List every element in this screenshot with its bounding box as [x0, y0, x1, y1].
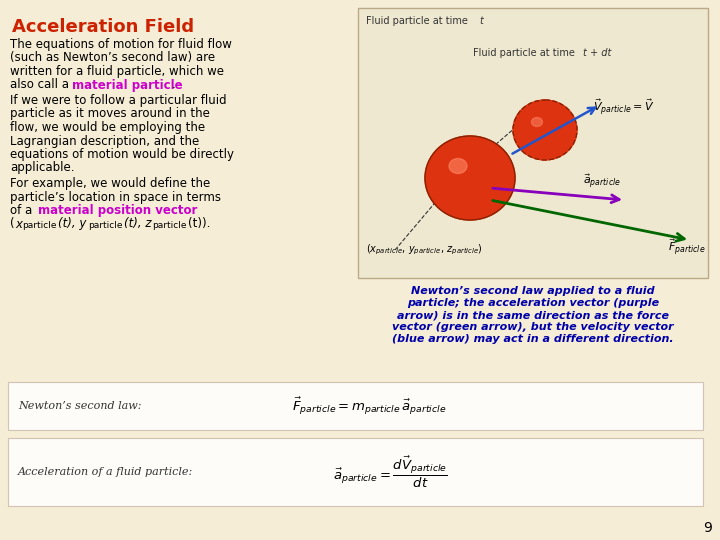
Text: Acceleration of a fluid particle:: Acceleration of a fluid particle: [18, 467, 193, 477]
Text: (t)).: (t)). [188, 218, 210, 231]
Text: applicable.: applicable. [10, 161, 74, 174]
Text: equations of motion would be directly: equations of motion would be directly [10, 148, 234, 161]
Text: particle’s location in space in terms: particle’s location in space in terms [10, 191, 221, 204]
FancyBboxPatch shape [8, 382, 703, 430]
Text: (blue arrow) may act in a different direction.: (blue arrow) may act in a different dire… [392, 334, 674, 344]
Text: $\vec{F}_{particle}$: $\vec{F}_{particle}$ [668, 238, 706, 258]
Text: particle as it moves around in the: particle as it moves around in the [10, 107, 210, 120]
Text: also call a: also call a [10, 78, 73, 91]
Text: (: ( [10, 218, 14, 231]
Text: material particle: material particle [72, 78, 183, 91]
Text: .: . [172, 78, 176, 91]
Text: Fluid particle at time: Fluid particle at time [366, 16, 471, 26]
FancyBboxPatch shape [358, 8, 708, 278]
Text: The equations of motion for fluid flow: The equations of motion for fluid flow [10, 38, 232, 51]
Text: t: t [479, 16, 483, 26]
Text: particle: particle [22, 220, 56, 230]
Text: $(x_{particle},\, y_{particle},\, z_{particle})$: $(x_{particle},\, y_{particle},\, z_{par… [366, 243, 482, 258]
Text: t + dt: t + dt [583, 48, 611, 58]
Text: written for a fluid particle, which we: written for a fluid particle, which we [10, 65, 224, 78]
Text: particle: particle [88, 220, 122, 230]
Text: If we were to follow a particular fluid: If we were to follow a particular fluid [10, 94, 227, 107]
Text: Fluid particle at time: Fluid particle at time [473, 48, 578, 58]
Text: Acceleration Field: Acceleration Field [12, 18, 194, 36]
Text: $\vec{F}_{particle} = m_{particle}\,\vec{a}_{particle}$: $\vec{F}_{particle} = m_{particle}\,\vec… [292, 395, 446, 417]
Text: Newton’s second law:: Newton’s second law: [18, 401, 142, 411]
Text: flow, we would be employing the: flow, we would be employing the [10, 121, 205, 134]
Text: $\vec{V}_{particle} = \vec{V}$: $\vec{V}_{particle} = \vec{V}$ [593, 98, 654, 118]
Text: Lagrangian description, and the: Lagrangian description, and the [10, 134, 199, 147]
FancyBboxPatch shape [8, 438, 703, 506]
Text: (t), z: (t), z [124, 218, 151, 231]
Ellipse shape [425, 136, 515, 220]
Text: $\vec{a}_{particle} = \dfrac{d\vec{V}_{particle}}{dt}$: $\vec{a}_{particle} = \dfrac{d\vec{V}_{p… [333, 454, 448, 490]
Ellipse shape [449, 159, 467, 173]
Text: particle: particle [152, 220, 186, 230]
Text: (such as Newton’s second law) are: (such as Newton’s second law) are [10, 51, 215, 64]
Text: $\vec{a}_{particle}$: $\vec{a}_{particle}$ [583, 173, 621, 191]
Text: Newton’s second law applied to a fluid: Newton’s second law applied to a fluid [411, 286, 654, 296]
Ellipse shape [513, 100, 577, 160]
Text: vector (green arrow), but the velocity vector: vector (green arrow), but the velocity v… [392, 322, 674, 332]
Text: of a: of a [10, 204, 36, 217]
Ellipse shape [531, 118, 542, 126]
Text: particle; the acceleration vector (purple: particle; the acceleration vector (purpl… [407, 298, 659, 308]
Text: x: x [15, 218, 22, 231]
Text: $m_{particle}$: $m_{particle}$ [435, 188, 474, 200]
Text: arrow) is in the same direction as the force: arrow) is in the same direction as the f… [397, 310, 669, 320]
Text: (t), y: (t), y [58, 218, 86, 231]
Text: 9: 9 [703, 521, 712, 535]
Text: material position vector: material position vector [38, 204, 197, 217]
Text: For example, we would define the: For example, we would define the [10, 177, 210, 190]
